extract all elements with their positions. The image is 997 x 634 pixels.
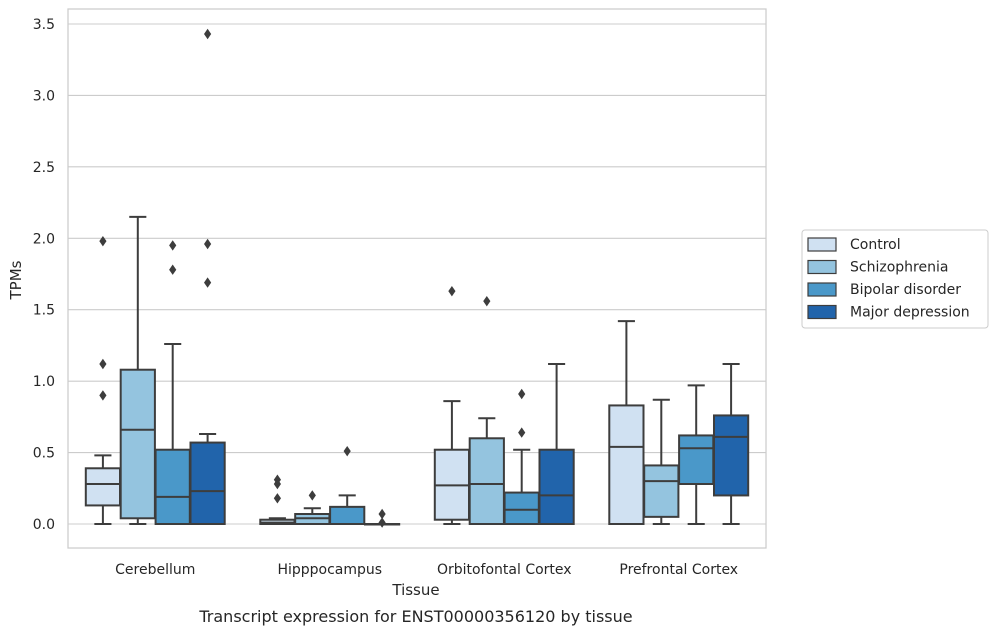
x-tick-label: Hipppocampus (277, 562, 382, 578)
outlier-point (483, 295, 491, 307)
box (433, 285, 471, 525)
y-tick-label: 0.0 (33, 517, 55, 533)
legend-item: Schizophrenia (807, 259, 948, 276)
box (189, 28, 226, 526)
box (503, 388, 540, 526)
legend-item: Bipolar disorder (807, 282, 961, 298)
chart-caption: Transcript expression for ENST0000035612… (198, 607, 632, 626)
box-iqr (119, 368, 156, 520)
outlier-point (378, 508, 386, 520)
y-tick-labels: 0.0 0.5 1.0 1.5 2.0 2.5 3.0 3.5 (33, 17, 55, 533)
box (119, 215, 156, 525)
box (608, 320, 645, 525)
box (84, 235, 122, 525)
outlier-point (204, 238, 212, 250)
box-iqr (643, 464, 680, 518)
legend-swatch (807, 259, 837, 275)
outlier-point (169, 240, 177, 251)
legend-item: Control (807, 237, 901, 253)
box-series (84, 28, 750, 528)
box-iqr (189, 441, 226, 526)
legend-swatch (807, 282, 837, 297)
x-tick-label: Prefrontal Cortex (619, 562, 738, 578)
legend-frame (801, 229, 989, 329)
outlier-point (169, 264, 177, 275)
outlier-point (99, 390, 107, 401)
box-iqr (329, 505, 366, 526)
outlier-point (308, 490, 316, 501)
box (259, 474, 296, 526)
box (538, 363, 575, 526)
y-tick-label: 3.5 (33, 17, 55, 33)
y-tick-label: 3.0 (33, 88, 55, 104)
outlier-point (378, 517, 386, 528)
y-tick-label: 2.5 (33, 160, 55, 176)
outlier-point (204, 277, 212, 288)
box-iqr (678, 434, 715, 485)
outlier-point (204, 28, 212, 40)
y-tick-label: 1.0 (33, 374, 55, 390)
box-iqr (468, 437, 505, 525)
box-iqr (538, 448, 575, 526)
outlier-point (273, 493, 281, 504)
box (468, 295, 505, 525)
x-tick-label: Orbitofontal Cortex (437, 562, 572, 578)
y-tick-label: 0.5 (33, 446, 55, 462)
y-tick-label: 1.5 (33, 303, 55, 319)
legend-swatch (807, 304, 837, 320)
legend-swatch (807, 237, 837, 252)
legend: Control Schizophrenia Bipolar disorder Majo… (801, 229, 989, 329)
outlier-point (518, 388, 526, 400)
outlier-point (99, 358, 107, 370)
box (712, 363, 750, 525)
y-tick-label: 2.0 (33, 231, 55, 247)
box (363, 508, 401, 528)
outlier-point (448, 285, 456, 297)
box-iqr (712, 414, 750, 497)
box (154, 240, 191, 526)
x-axis-label: Tissue (391, 581, 439, 599)
box (643, 398, 680, 525)
box-iqr (154, 448, 191, 526)
legend-label: Control (850, 237, 901, 253)
box-iqr (608, 404, 645, 525)
legend-item: Major depression (807, 304, 970, 321)
x-tick-label: Cerebellum (115, 562, 195, 578)
box-iqr (503, 491, 540, 526)
outlier-point (99, 235, 107, 247)
plot-frame (67, 8, 767, 549)
outlier-point (343, 445, 351, 457)
box-iqr (84, 467, 122, 507)
outlier-point (518, 427, 526, 438)
box (678, 384, 715, 525)
x-tick-labels: Cerebellum Hipppocampus Orbitofontal Corte… (115, 562, 738, 578)
box (294, 490, 331, 525)
outlier-point (273, 474, 281, 485)
legend-label: Schizophrenia (850, 260, 948, 276)
legend-label: Bipolar disorder (850, 282, 961, 298)
y-axis-label: TPMs (7, 260, 25, 300)
box (329, 445, 366, 526)
legend-label: Major depression (850, 305, 970, 321)
